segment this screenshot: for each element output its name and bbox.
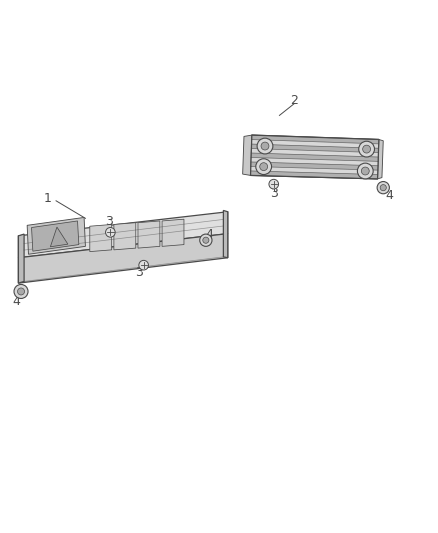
Circle shape xyxy=(269,179,279,189)
Text: 3: 3 xyxy=(270,187,278,200)
Circle shape xyxy=(200,234,212,246)
Polygon shape xyxy=(251,171,378,179)
Polygon shape xyxy=(378,140,383,179)
Circle shape xyxy=(106,228,115,237)
Polygon shape xyxy=(251,162,378,170)
Polygon shape xyxy=(243,135,252,175)
Circle shape xyxy=(357,163,373,179)
Text: 4: 4 xyxy=(385,189,393,201)
Polygon shape xyxy=(27,217,85,254)
Circle shape xyxy=(256,159,272,174)
Polygon shape xyxy=(90,224,112,252)
Polygon shape xyxy=(18,234,24,283)
Text: 2: 2 xyxy=(290,94,298,107)
Polygon shape xyxy=(138,221,160,248)
Text: 4: 4 xyxy=(205,228,213,241)
Polygon shape xyxy=(18,212,228,258)
Circle shape xyxy=(260,163,268,171)
Polygon shape xyxy=(251,157,378,166)
Circle shape xyxy=(359,141,374,157)
Polygon shape xyxy=(18,233,228,283)
Circle shape xyxy=(261,142,269,150)
Polygon shape xyxy=(251,135,379,179)
Text: 3: 3 xyxy=(105,215,113,228)
Polygon shape xyxy=(32,221,79,251)
Text: 1: 1 xyxy=(43,192,51,205)
Circle shape xyxy=(361,167,369,175)
Polygon shape xyxy=(162,219,184,246)
Circle shape xyxy=(257,138,273,154)
Polygon shape xyxy=(252,135,379,144)
Polygon shape xyxy=(114,223,136,250)
Circle shape xyxy=(363,145,371,153)
Circle shape xyxy=(14,285,28,298)
Polygon shape xyxy=(251,140,379,148)
Circle shape xyxy=(139,260,148,270)
Polygon shape xyxy=(223,211,228,258)
Circle shape xyxy=(377,182,389,194)
Circle shape xyxy=(203,237,209,243)
Polygon shape xyxy=(251,144,378,152)
Polygon shape xyxy=(50,227,68,247)
Polygon shape xyxy=(251,149,378,157)
Circle shape xyxy=(18,288,25,295)
Text: 4: 4 xyxy=(13,295,21,308)
Circle shape xyxy=(380,184,386,191)
Polygon shape xyxy=(251,166,378,174)
Text: 3: 3 xyxy=(135,265,143,279)
Polygon shape xyxy=(251,153,378,161)
